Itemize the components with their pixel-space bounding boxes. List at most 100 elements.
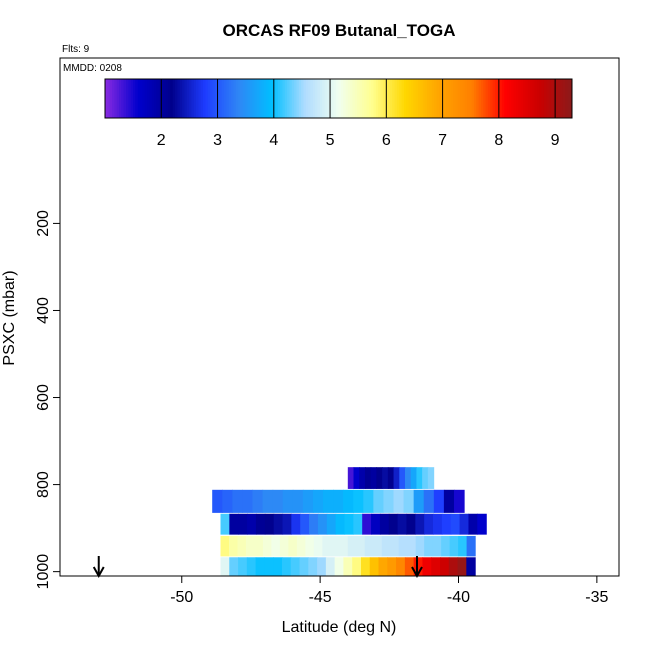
heatmap-cell-0-11	[410, 467, 418, 489]
colorbar-segment	[189, 79, 192, 118]
colorbar-segment	[233, 79, 237, 118]
colorbar-tick-label: 9	[551, 132, 560, 149]
colorbar-segment	[350, 79, 353, 118]
colorbar-segment	[539, 79, 543, 118]
heatmap-cell-2-26	[450, 513, 461, 535]
colorbar-segment	[287, 79, 290, 118]
colorbar-segment	[415, 79, 419, 118]
colorbar-segment	[504, 79, 508, 118]
colorbar-segment	[214, 79, 218, 118]
heatmap-cell-4-12	[325, 557, 336, 576]
colorbar-tick-label: 2	[157, 132, 166, 149]
colorbar-segment	[525, 79, 529, 118]
colorbar-segment	[340, 79, 344, 118]
flights-annotation: Flts: 9	[62, 44, 90, 55]
colorbar-segment	[240, 79, 244, 118]
colorbar-segment	[210, 79, 213, 118]
colorbar-segment	[347, 79, 351, 118]
colorbar-segment	[555, 79, 559, 118]
colorbar-segment	[464, 79, 468, 118]
colorbar-segment	[565, 79, 568, 118]
colorbar-segment	[298, 79, 302, 118]
colorbar-segment	[448, 79, 452, 118]
heatmap-cell-2-24	[433, 513, 443, 535]
colorbar-segment	[548, 79, 552, 118]
colorbar-segment	[254, 79, 258, 118]
colorbar-segment	[436, 79, 440, 118]
colorbar-segment	[487, 79, 491, 118]
colorbar-tick-label: 7	[438, 132, 447, 149]
colorbar-segment	[277, 79, 281, 118]
colorbar-segment	[413, 79, 417, 118]
colorbar-segment	[336, 79, 339, 118]
colorbar-segment	[175, 79, 178, 118]
colorbar-segment	[560, 79, 564, 118]
heatmap-cell-4-4	[255, 557, 265, 576]
colorbar-segment	[291, 79, 295, 118]
x-axis: -50 -45 -40 -35	[170, 576, 609, 606]
colorbar-segment	[198, 79, 202, 118]
heatmap-cell-0-10	[404, 467, 412, 489]
heatmap-cell-3-12	[322, 535, 332, 557]
heatmap-cell-2-0	[220, 513, 230, 535]
heatmap-cell-4-9	[299, 557, 309, 576]
colorbar-segment	[406, 79, 410, 118]
heatmap-cell-1-20	[413, 489, 425, 513]
heatmap-cell-3-17	[364, 535, 374, 557]
colorbar-segment	[378, 79, 382, 118]
heatmap-cell-3-0	[220, 535, 230, 557]
colorbar-segment	[417, 79, 421, 118]
colorbar-segment	[541, 79, 545, 118]
colorbar-segment	[399, 79, 403, 118]
colorbar-segment	[182, 79, 185, 118]
colorbar-segment	[511, 79, 515, 118]
colorbar-segment	[109, 79, 113, 118]
heatmap-cell-4-7	[281, 557, 292, 576]
heatmap-cell-3-5	[262, 535, 273, 557]
heatmap-cells	[212, 467, 487, 576]
colorbar-segment	[263, 79, 267, 118]
colorbar-segment	[259, 79, 262, 118]
colorbar-segment	[536, 79, 540, 118]
colorbar-segment	[357, 79, 361, 118]
colorbar-segment	[273, 79, 276, 118]
heatmap-cell-2-21	[406, 513, 416, 535]
heatmap-cell-2-23	[424, 513, 434, 535]
heatmap-cell-4-0	[220, 557, 230, 576]
heatmap-cell-1-4	[252, 489, 264, 513]
colorbar-segment	[359, 79, 363, 118]
colorbar-segment	[450, 79, 454, 118]
heatmap-cell-4-5	[264, 557, 274, 576]
colorbar-segment	[331, 79, 335, 118]
heatmap-cell-3-20	[390, 535, 400, 557]
colorbar-segment	[371, 79, 375, 118]
colorbar-segment	[326, 79, 330, 118]
heatmap-cell-3-10	[305, 535, 315, 557]
heatmap-cell-1-15	[363, 489, 374, 513]
colorbar-segment	[161, 79, 164, 118]
heatmap-cell-2-7	[282, 513, 292, 535]
y-tick-label: 600	[35, 384, 52, 411]
colorbar-segment	[133, 79, 136, 118]
heatmap-cell-4-26	[448, 557, 459, 576]
colorbar-segment	[466, 79, 470, 118]
colorbar-segment	[529, 79, 533, 118]
heatmap-cell-1-1	[222, 489, 233, 513]
colorbar-segment	[193, 79, 197, 118]
heatmap-cell-2-18	[379, 513, 390, 535]
heatmap-cell-3-24	[424, 535, 434, 557]
heatmap-cell-2-16	[362, 513, 372, 535]
colorbar-segment	[184, 79, 188, 118]
colorbar-segment	[238, 79, 241, 118]
heatmap-cell-1-11	[323, 489, 334, 513]
heatmap-cell-2-5	[264, 513, 275, 535]
colorbar-segment	[123, 79, 127, 118]
colorbar-segment	[256, 79, 260, 118]
colorbar-segment	[140, 79, 143, 118]
colorbar-segment	[569, 79, 573, 118]
colorbar-segment	[501, 79, 505, 118]
colorbar-segment	[392, 79, 396, 118]
heatmap-cell-3-19	[381, 535, 391, 557]
heatmap-cell-3-3	[245, 535, 256, 557]
colorbar-segment	[452, 79, 456, 118]
